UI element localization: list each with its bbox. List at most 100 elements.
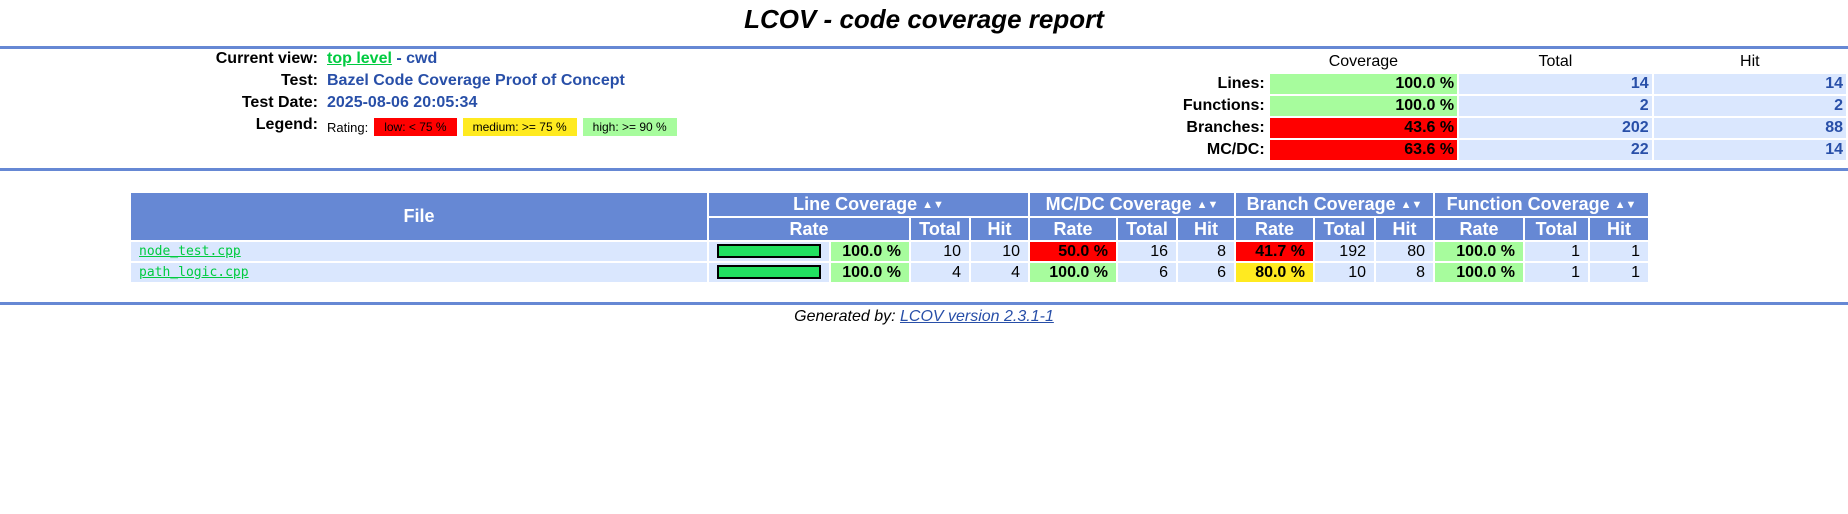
mcdc-rate: 100.0 % [1030, 263, 1116, 282]
branch-total: 10 [1315, 263, 1374, 282]
legend-label: Legend: [255, 116, 318, 133]
summary-table: Coverage Total Hit Lines: 100.0 % 14 14 … [1163, 50, 1848, 162]
summary-header-total: Total [1538, 53, 1573, 70]
function-rate: 100.0 % [1435, 263, 1523, 282]
current-view-value: top level - cwd [327, 50, 437, 68]
lcov-version-link[interactable]: LCOV version 2.3.1-1 [899, 308, 1054, 325]
test-name: Bazel Code Coverage Proof of Concept [327, 72, 625, 89]
function-rate: 100.0 % [1435, 242, 1523, 261]
branch-coverage-header[interactable]: Branch Coverage ▲▼ [1236, 193, 1433, 216]
branch-total: 192 [1315, 242, 1374, 261]
branch-hit: 8 [1376, 263, 1433, 282]
file-cell: node_test.cpp [131, 242, 707, 261]
mcdc-total-header: Total [1118, 218, 1176, 240]
line-coverage-header[interactable]: Line Coverage ▲▼ [709, 193, 1028, 216]
summary-header-spacer [1165, 52, 1268, 72]
test-label: Test: [280, 72, 318, 89]
summary-row-branches: Branches: 43.6 % 202 88 [1165, 118, 1846, 138]
line-rate: 100.0 % [831, 263, 909, 282]
branch-rate-header: Rate [1236, 218, 1313, 240]
rating-label: Rating: [327, 119, 369, 135]
file-coverage-table: File Line Coverage ▲▼ MC/DC Coverage ▲▼ Br… [129, 191, 1650, 284]
mcdc-coverage-header[interactable]: MC/DC Coverage ▲▼ [1030, 193, 1234, 216]
table-row: node_test.cpp 100.0 % 10 10 50.0 % 16 8 … [131, 242, 1648, 261]
top-level-link[interactable]: top level [327, 50, 392, 67]
mcdc-hit: 6 [1178, 263, 1234, 282]
summary-row-functions: Functions: 100.0 % 2 2 [1165, 96, 1846, 116]
mcdc-total: 16 [1118, 242, 1176, 261]
current-view-label: Current view: [215, 50, 318, 67]
function-hit: 1 [1590, 263, 1648, 282]
function-coverage-title: Function Coverage [1446, 194, 1610, 214]
summary-total: 2 [1459, 96, 1652, 116]
legend-high: high: >= 90 % [582, 118, 677, 136]
summary-hit: 14 [1653, 74, 1846, 94]
line-coverage-title: Line Coverage [793, 194, 918, 214]
page-title: LCOV - code coverage report [744, 4, 1104, 34]
footer-divider [0, 302, 1848, 305]
legend-low: low: < 75 % [374, 118, 457, 136]
line-coverage-bar-fill [719, 246, 819, 257]
summary-header-coverage: Coverage [1328, 53, 1399, 70]
summary-hit: 14 [1653, 140, 1846, 160]
summary-coverage: 63.6 % [1269, 140, 1458, 160]
file-link[interactable]: node_test.cpp [139, 244, 241, 259]
function-total: 1 [1525, 263, 1588, 282]
branch-hit-header: Hit [1376, 218, 1433, 240]
legend: Rating: low: < 75 % medium: >= 75 % high… [327, 118, 677, 136]
branch-total-header: Total [1315, 218, 1374, 240]
line-coverage-bar-cell [709, 263, 829, 282]
line-coverage-bar-cell [709, 242, 829, 261]
sort-icon[interactable]: ▲▼ [1196, 199, 1219, 212]
line-total: 4 [911, 263, 969, 282]
line-coverage-bar [717, 244, 821, 259]
mcdc-total: 6 [1118, 263, 1176, 282]
summary-label: Functions: [1182, 97, 1265, 114]
summary-label: Lines: [1217, 75, 1265, 92]
summary-coverage: 43.6 % [1269, 118, 1458, 138]
sort-icon[interactable]: ▲▼ [1400, 199, 1423, 212]
file-cell: path_logic.cpp [131, 263, 707, 282]
branch-rate: 41.7 % [1236, 242, 1313, 261]
file-column-header: File [131, 193, 707, 240]
summary-row-mcdc: MC/DC: 63.6 % 22 14 [1165, 140, 1846, 160]
line-hit: 4 [971, 263, 1028, 282]
function-coverage-header[interactable]: Function Coverage ▲▼ [1435, 193, 1648, 216]
test-date-label: Test Date: [241, 94, 318, 111]
summary-hit: 2 [1653, 96, 1846, 116]
current-view-dir: - cwd [391, 50, 438, 67]
summary-total: 14 [1459, 74, 1652, 94]
branch-coverage-title: Branch Coverage [1246, 194, 1396, 214]
header-divider [0, 168, 1848, 171]
function-rate-header: Rate [1435, 218, 1523, 240]
line-total: 10 [911, 242, 969, 261]
file-link[interactable]: path_logic.cpp [139, 265, 249, 280]
line-hit-header: Hit [971, 218, 1028, 240]
function-hit-header: Hit [1590, 218, 1648, 240]
branch-hit: 80 [1376, 242, 1433, 261]
line-hit: 10 [971, 242, 1028, 261]
summary-label: Branches: [1186, 119, 1265, 136]
branch-rate: 80.0 % [1236, 263, 1313, 282]
summary-coverage: 100.0 % [1269, 74, 1458, 94]
test-date-value: 2025-08-06 20:05:34 [327, 94, 478, 111]
sort-icon[interactable]: ▲▼ [1614, 199, 1637, 212]
summary-header-hit: Hit [1740, 53, 1760, 70]
summary-total: 22 [1459, 140, 1652, 160]
function-hit: 1 [1590, 242, 1648, 261]
sort-icon[interactable]: ▲▼ [922, 199, 944, 212]
summary-row-lines: Lines: 100.0 % 14 14 [1165, 74, 1846, 94]
mcdc-rate: 50.0 % [1030, 242, 1116, 261]
summary-total: 202 [1459, 118, 1652, 138]
line-coverage-bar [717, 265, 821, 280]
summary-label: MC/DC: [1206, 141, 1265, 158]
mcdc-rate-header: Rate [1030, 218, 1116, 240]
function-total: 1 [1525, 242, 1588, 261]
top-divider [0, 46, 1848, 49]
legend-medium: medium: >= 75 % [462, 118, 577, 136]
summary-hit: 88 [1653, 118, 1846, 138]
line-rate: 100.0 % [831, 242, 909, 261]
mcdc-hit: 8 [1178, 242, 1234, 261]
mcdc-coverage-title: MC/DC Coverage [1045, 194, 1192, 214]
line-total-header: Total [911, 218, 969, 240]
